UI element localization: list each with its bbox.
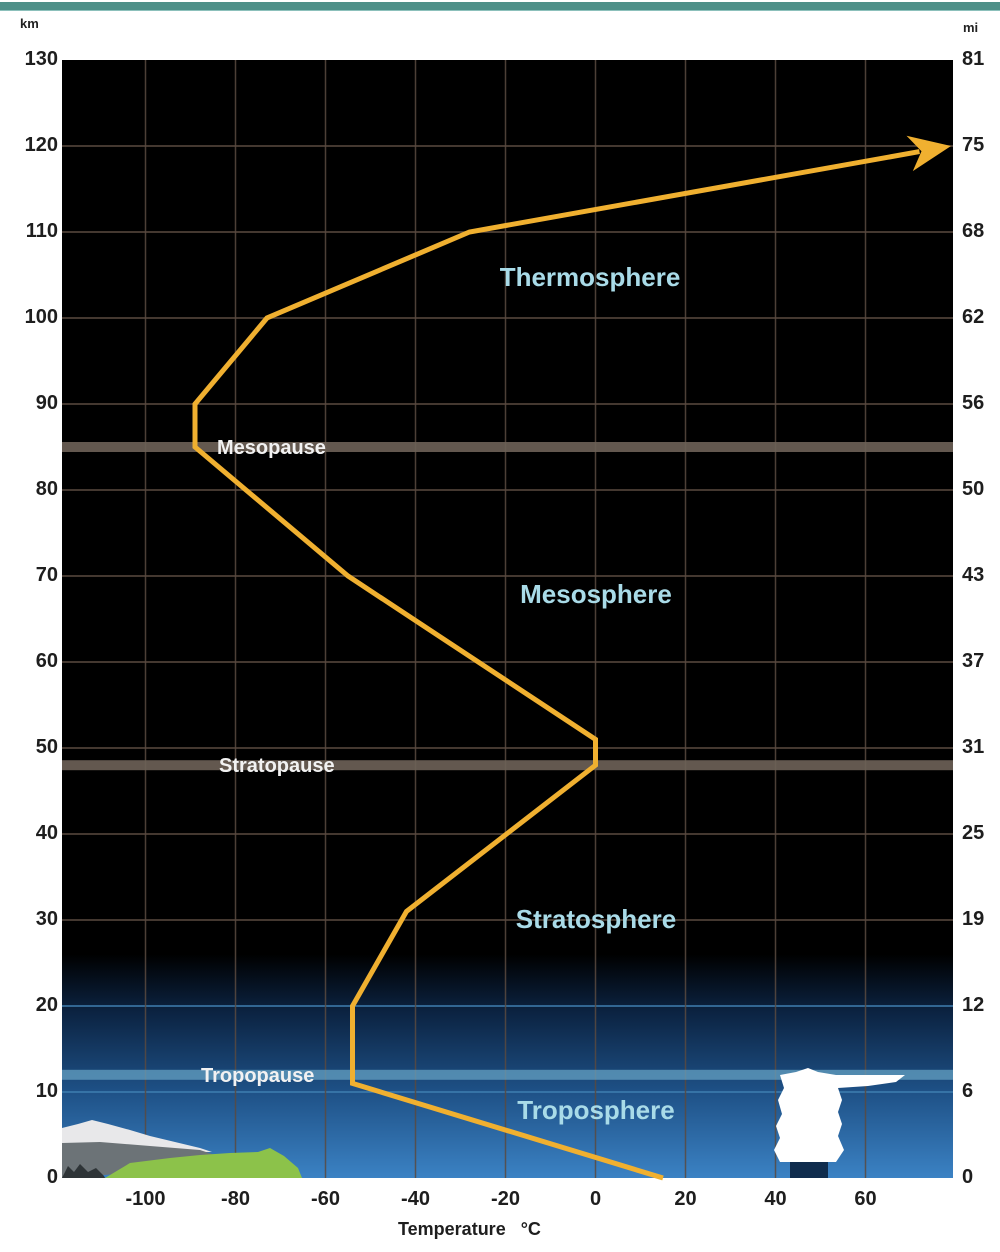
y-tick-km: 130 — [24, 48, 58, 70]
y-tick-km: 10 — [35, 1080, 58, 1102]
label-mesopause: Mesopause — [217, 437, 326, 459]
x-tick: -60 — [311, 1188, 340, 1210]
label-troposphere: Troposphere — [517, 1095, 674, 1125]
band-mesopause — [62, 442, 953, 452]
y-tick-mi: 68 — [962, 220, 985, 242]
y-tick-km: 50 — [35, 736, 58, 758]
y-tick-mi: 19 — [962, 908, 985, 930]
label-stratopause: Stratopause — [219, 755, 335, 777]
boundary-bands: Mesopause Stratopause Tropopause — [62, 437, 953, 1087]
x-tick: -40 — [401, 1188, 430, 1210]
cloud-illustration-icon — [774, 1068, 905, 1178]
y-tick-km: 0 — [46, 1166, 58, 1188]
temperature-profile-line — [192, 149, 920, 1181]
label-tropopause: Tropopause — [201, 1065, 314, 1087]
y-tick-mi: 50 — [962, 478, 985, 500]
y-tick-km: 110 — [25, 220, 58, 242]
header-bar — [0, 2, 1000, 11]
right-axis-unit: mi — [963, 20, 979, 35]
y-tick-mi: 37 — [962, 650, 985, 672]
y-tick-km: 20 — [35, 994, 58, 1016]
y-tick-km: 100 — [24, 306, 58, 328]
x-tick: -20 — [491, 1188, 520, 1210]
y-tick-mi: 0 — [962, 1166, 974, 1188]
y-tick-km: 70 — [35, 564, 58, 586]
y-tick-km: 90 — [35, 392, 58, 414]
x-tick: 20 — [674, 1188, 697, 1210]
y-tick-mi: 56 — [962, 392, 985, 414]
arrowhead-icon — [906, 135, 951, 172]
y-tick-mi: 31 — [962, 736, 985, 758]
label-mesosphere: Mesosphere — [520, 579, 672, 609]
y-tick-mi: 75 — [962, 134, 985, 156]
y-tick-mi: 6 — [962, 1080, 974, 1102]
y-tick-mi: 12 — [962, 994, 985, 1016]
sky-background — [62, 60, 953, 1178]
y-tick-km: 40 — [35, 822, 58, 844]
x-axis-label: Temperature °C — [398, 1219, 541, 1239]
label-stratosphere: Stratosphere — [516, 904, 676, 934]
x-tick: 0 — [589, 1188, 602, 1210]
y-tick-mi: 25 — [962, 822, 985, 844]
x-tick: 60 — [854, 1188, 877, 1210]
x-tick: -100 — [125, 1188, 166, 1210]
x-tick: 40 — [764, 1188, 787, 1210]
y-tick-km: 60 — [35, 650, 58, 672]
x-tick: -80 — [221, 1188, 250, 1210]
left-axis-unit: km — [20, 16, 39, 31]
band-tropopause — [62, 1069, 953, 1080]
y-tick-km: 30 — [35, 908, 58, 930]
mountain-illustration-icon — [62, 1120, 302, 1178]
layer-labels: Thermosphere Mesosphere Stratosphere Tropos… — [500, 262, 681, 1125]
y-tick-mi: 62 — [962, 306, 985, 328]
y-tick-mi: 43 — [962, 564, 985, 586]
y-tick-km: 80 — [35, 478, 58, 500]
y-tick-km: 120 — [24, 134, 58, 156]
label-thermosphere: Thermosphere — [500, 262, 681, 292]
y-tick-mi: 81 — [962, 48, 985, 70]
band-stratopause — [62, 760, 953, 771]
